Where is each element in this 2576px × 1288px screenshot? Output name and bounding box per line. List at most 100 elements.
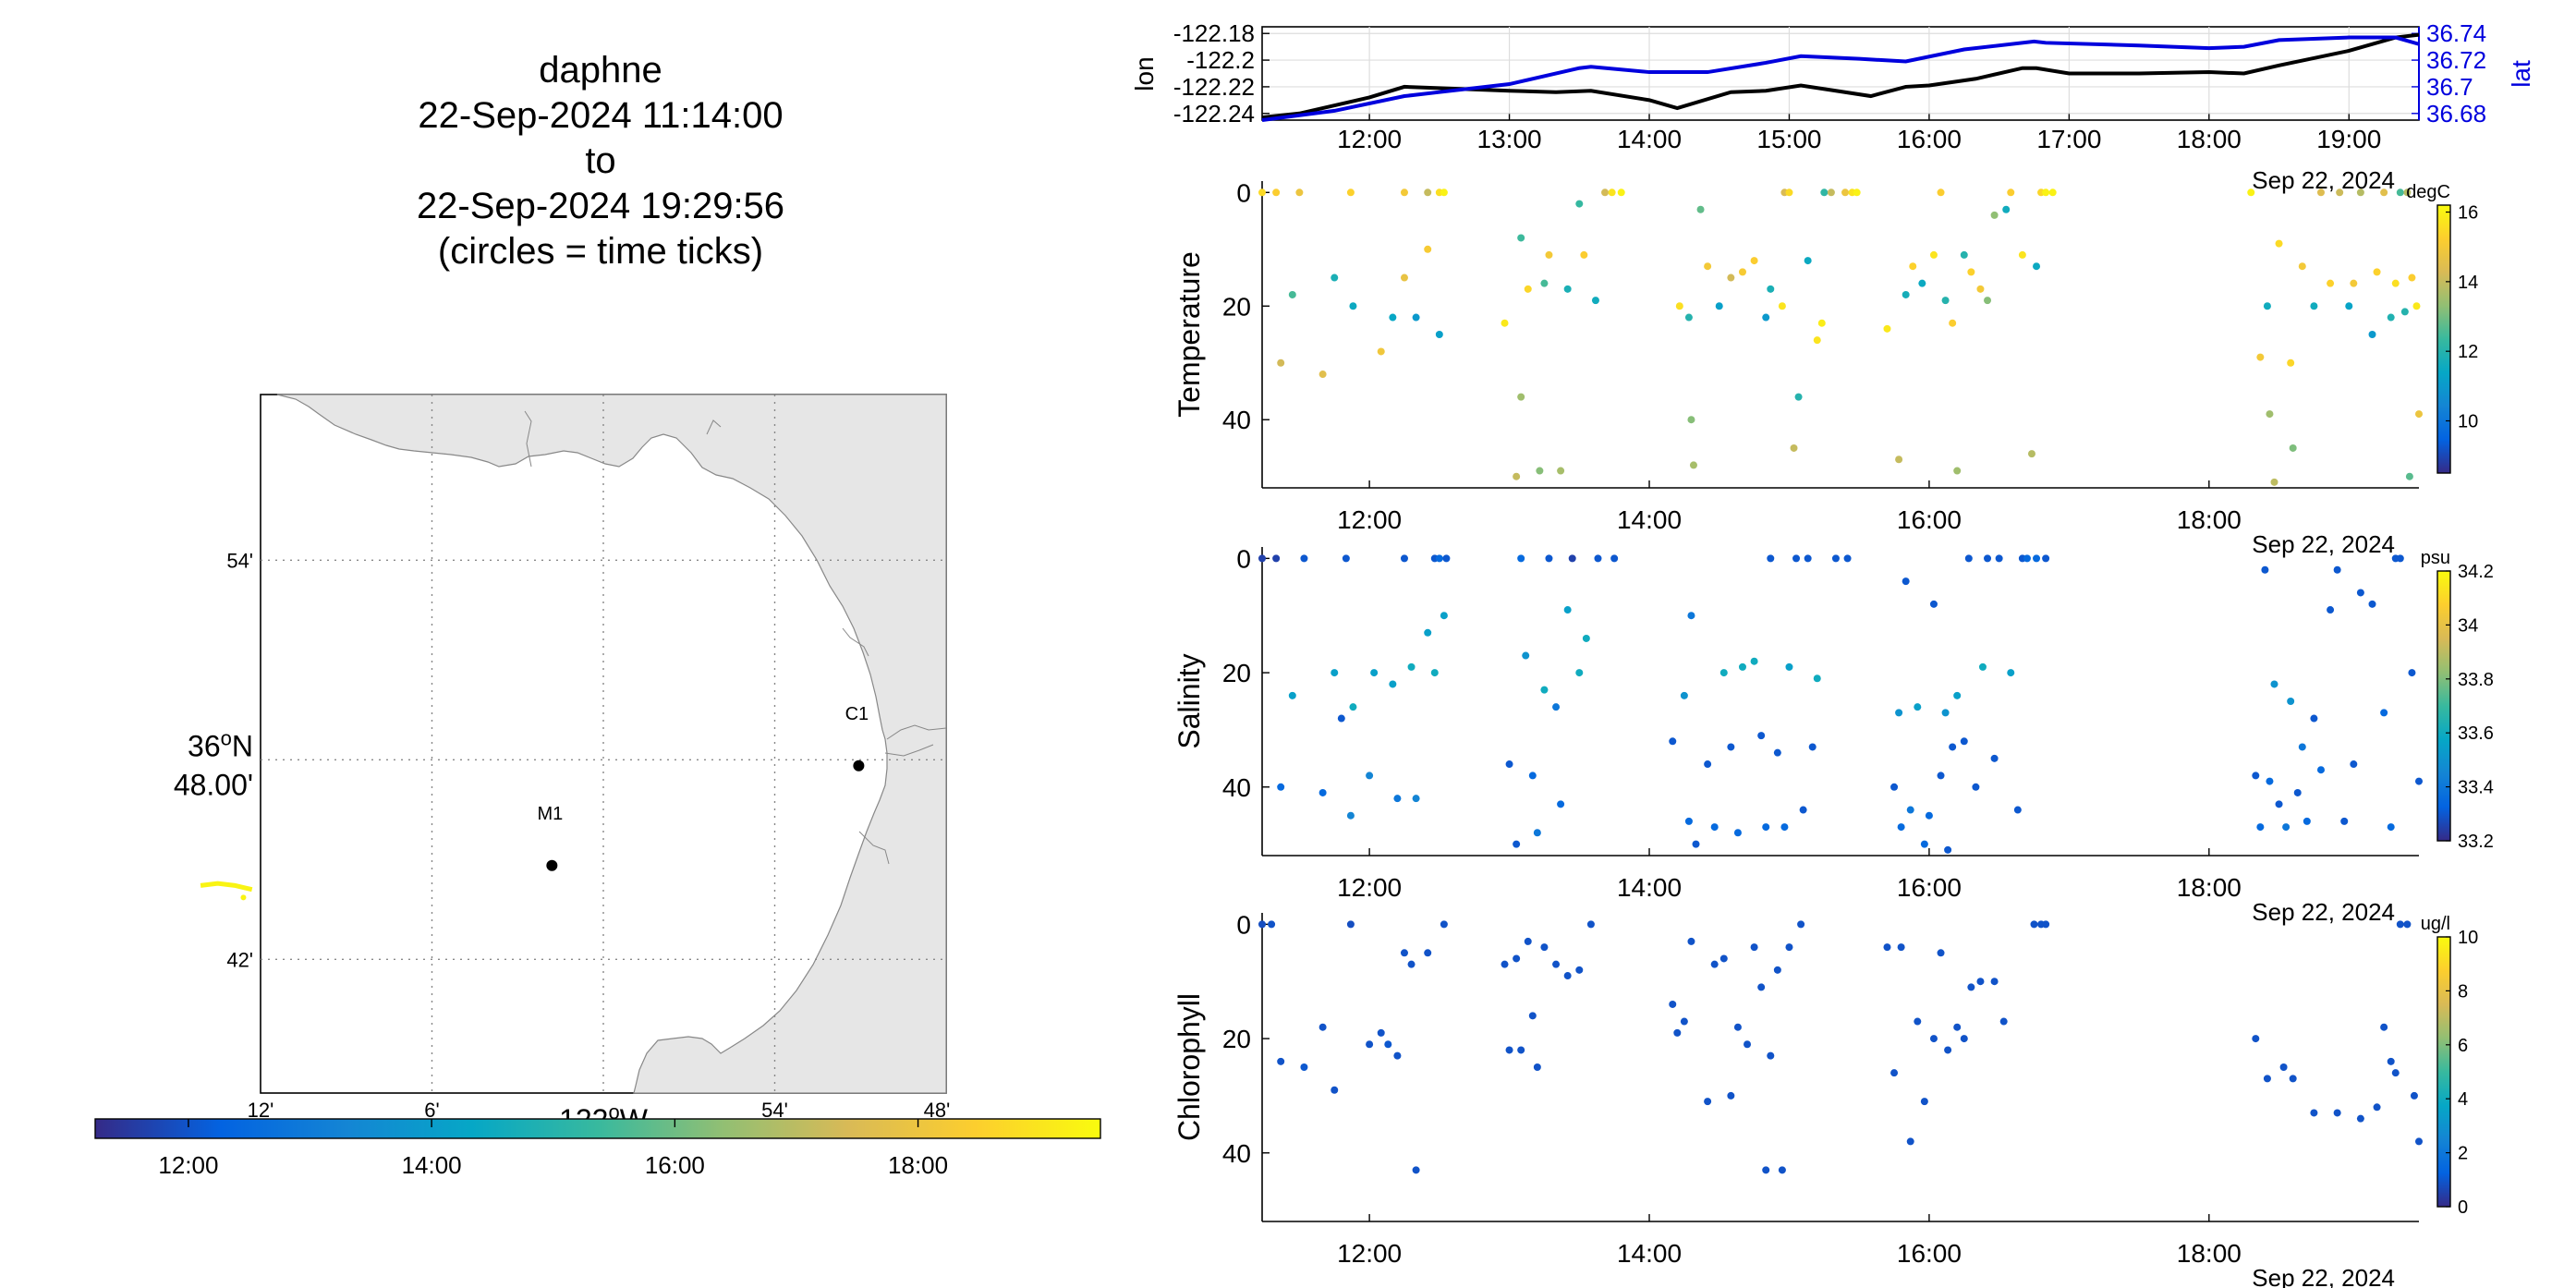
scatter-point [2042,188,2050,197]
scatter-point [1687,612,1695,620]
title-to: to [585,140,616,181]
scatter-y-ticklabel: 20 [1222,1025,1251,1053]
vehicle-track [200,881,253,901]
scatter-point [1407,960,1416,968]
scatter-point [1517,234,1525,242]
scatter-point [1843,554,1852,563]
scatter-point [1929,250,1938,259]
lonlat-x-ticklabel: 19:00 [2316,125,2381,153]
scatter-point [1853,188,1861,197]
scatter-point [2256,823,2265,832]
scatter-point [1733,829,1742,837]
scatter-point [1762,313,1770,322]
scatter-colorbar-ticklabel: 8 [2458,981,2468,1002]
scatter-point [1984,297,1992,305]
scatter-point [1331,669,1339,677]
scatter-point [2256,353,2265,361]
scatter-point [1929,1035,1938,1043]
vehicle-track-tick [240,894,247,901]
scatter-point [1680,1017,1688,1026]
scatter-x-ticklabel: 14:00 [1617,873,1682,902]
map-lon-tick: 12' [248,1099,274,1122]
scatter-point [1669,737,1677,746]
scatter-point [1505,760,1513,769]
temperature-scatter: 0 20 40 12:00 14:00 16:00 18:00 Sep 22, 2024 Tem… [1173,178,2478,558]
lonlat-x-ticklabel: 16:00 [1897,125,1962,153]
scatter-point [2279,1063,2288,1071]
map-stations: M1 C1 [537,704,869,871]
scatter-point [1563,606,1572,614]
scatter-point [2387,1057,2395,1065]
scatter-point [2415,410,2423,419]
scatter-x-ticklabel: 14:00 [1617,505,1682,534]
scatter-point [1552,960,1561,968]
scatter-point [2396,188,2404,197]
scatter-point [1528,1012,1537,1020]
scatter-colorbar [2436,936,2451,1208]
scatter-point [2282,823,2290,832]
scatter-point [1513,472,1521,480]
scatter-point [1785,943,1793,952]
scatter-point [1524,937,1532,945]
scatter-point [1442,554,1451,563]
scatter-point [1300,554,1308,563]
scatter-point [2415,1137,2423,1146]
scatter-point [2415,777,2423,785]
scatter-point [2373,268,2381,276]
scatter-point [2287,698,2295,705]
lonlat-x-ticklabel: 18:00 [2177,125,2242,153]
scatter-point [1909,262,1917,271]
scatter-point [1575,669,1584,677]
scatter-point [1949,319,1957,327]
scatter-point [1400,188,1408,197]
scatter-point [1773,748,1781,757]
scatter-point [2042,554,2050,563]
scatter-y-ticklabel: 40 [1222,773,1251,802]
scatter-ylabel: Salinity [1173,653,1206,748]
scatter-ylabel: Temperature [1173,251,1206,418]
scatter-point [2275,239,2283,248]
scatter-point [1953,467,1962,475]
scatter-point [1680,691,1688,699]
scatter-colorbar-ticklabel: 33.8 [2458,670,2494,690]
map-river-3 [842,627,869,657]
scatter-point [1346,811,1355,820]
scatter-point [1617,188,1625,197]
scatter-point [1384,1040,1392,1049]
scatter-point [1288,691,1296,699]
scatter-point [1424,949,1432,957]
scatter-point [1918,279,1926,287]
scatter-point [1389,680,1397,688]
scatter-point [1817,319,1826,327]
map-river-1 [524,410,532,468]
scatter-point [1719,669,1728,677]
scatter-point [1533,1063,1541,1071]
scatter-point [1675,302,1683,310]
scatter-point [2287,358,2295,367]
map-grid [261,395,946,1093]
station-label: M1 [537,804,563,824]
scatter-point [2002,205,2011,213]
scatter-point [1808,743,1817,751]
map-lat-deg: 36 [188,729,221,762]
scatter-point [1684,817,1693,825]
scatter-point [1914,1017,1922,1026]
scatter-x-ticklabel: 16:00 [1897,505,1962,534]
map-lat-tick-main: 36oN [188,726,253,762]
lonlat-date-label: Sep 22, 2024 [2252,166,2395,194]
scatter-point [1799,806,1807,814]
scatter-point [2252,772,2260,780]
scatter-point [1608,188,1616,197]
scatter-colorbar-ticklabel: 33.2 [2458,832,2494,852]
scatter-point [2293,788,2302,796]
scatter-point [1349,302,1357,310]
scatter-point [1557,800,1565,808]
scatter-point [1785,188,1793,197]
scatter-colorbar-ticklabel: 10 [2458,928,2478,948]
scatter-point [1972,783,1980,791]
scatter-point [1673,1028,1682,1037]
scatter-point [1762,823,1770,832]
scatter-point [1610,554,1619,563]
scatter-point [1318,1023,1327,1031]
lonlat-y-ticklabel-right: 36.7 [2426,73,2473,101]
